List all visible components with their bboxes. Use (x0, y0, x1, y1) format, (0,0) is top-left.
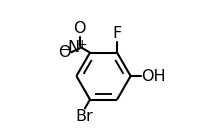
Text: F: F (113, 26, 122, 41)
Text: N: N (68, 39, 80, 55)
Text: −: − (60, 44, 70, 57)
Text: O: O (74, 21, 86, 36)
Text: OH: OH (141, 69, 166, 84)
Text: O: O (58, 45, 71, 60)
Text: +: + (76, 38, 87, 51)
Text: Br: Br (76, 109, 93, 124)
